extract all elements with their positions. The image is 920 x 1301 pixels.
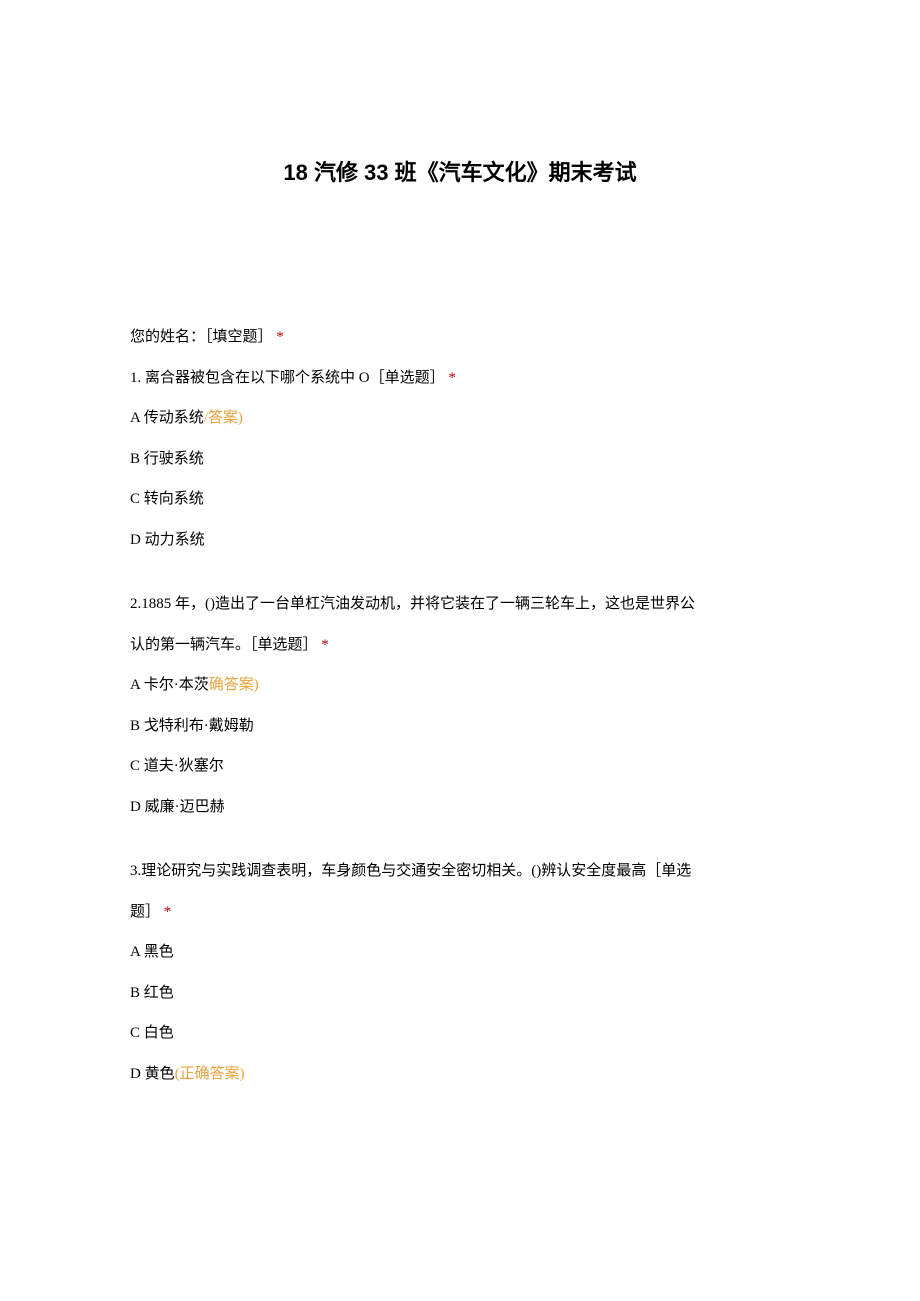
q3-stem-line1: 3.理论研究与实践调查表明，车身颜色与交通安全密切相关。()辨认安全度最高［单选 <box>130 851 790 892</box>
q3-option-c: C 白色 <box>130 1013 790 1054</box>
name-prompt: 您的姓名：［填空题］ * <box>130 317 790 358</box>
q3-option-a: A 黑色 <box>130 932 790 973</box>
q2-stem-line2-text: 认的第一辆汽车。［单选题］ <box>130 637 318 653</box>
q2-stem-line1: 2.1885 年，()造出了一台单杠汽油发动机，并将它装在了一辆三轮车上，这也是… <box>130 584 790 625</box>
q1-asterisk: * <box>448 370 456 386</box>
q3-stem-line2: 题］ * <box>130 892 790 933</box>
exam-title: 18 汽修 33 班《汽车文化》期末考试 <box>130 155 790 187</box>
q3-optD-answer: (正确答案) <box>175 1066 245 1082</box>
q1-stem: 1. 离合器被包含在以下哪个系统中 O［单选题］ * <box>130 358 790 399</box>
name-prompt-text: 您的姓名：［填空题］ <box>130 329 273 345</box>
q1-option-d: D 动力系统 <box>130 520 790 561</box>
name-asterisk: * <box>276 329 284 345</box>
q3-stem-line2-text: 题］ <box>130 904 160 920</box>
q2-optA-answer: 确答案) <box>209 677 259 693</box>
q2-option-b: B 戈特利布·戴姆勒 <box>130 706 790 747</box>
q1-option-c: C 转向系统 <box>130 479 790 520</box>
q1-option-a: A 传动系统/答案) <box>130 398 790 439</box>
q2-stem-line2: 认的第一辆汽车。［单选题］ * <box>130 625 790 666</box>
q1-optA-text: A 传动系统 <box>130 410 204 426</box>
q3-asterisk: * <box>164 904 172 920</box>
q3-optD-text: D 黄色 <box>130 1066 175 1082</box>
q2-option-d: D 威廉·迈巴赫 <box>130 787 790 828</box>
q1-optA-answer: /答案) <box>204 410 243 426</box>
q2-option-c: C 道夫·狄塞尔 <box>130 746 790 787</box>
q1-option-b: B 行驶系统 <box>130 439 790 480</box>
q2-optA-text: A 卡尔·本茨 <box>130 677 209 693</box>
q3-option-d: D 黄色(正确答案) <box>130 1054 790 1095</box>
q3-option-b: B 红色 <box>130 973 790 1014</box>
q1-stem-text: 1. 离合器被包含在以下哪个系统中 O［单选题］ <box>130 370 445 386</box>
q2-option-a: A 卡尔·本茨确答案) <box>130 665 790 706</box>
q2-asterisk: * <box>321 637 329 653</box>
